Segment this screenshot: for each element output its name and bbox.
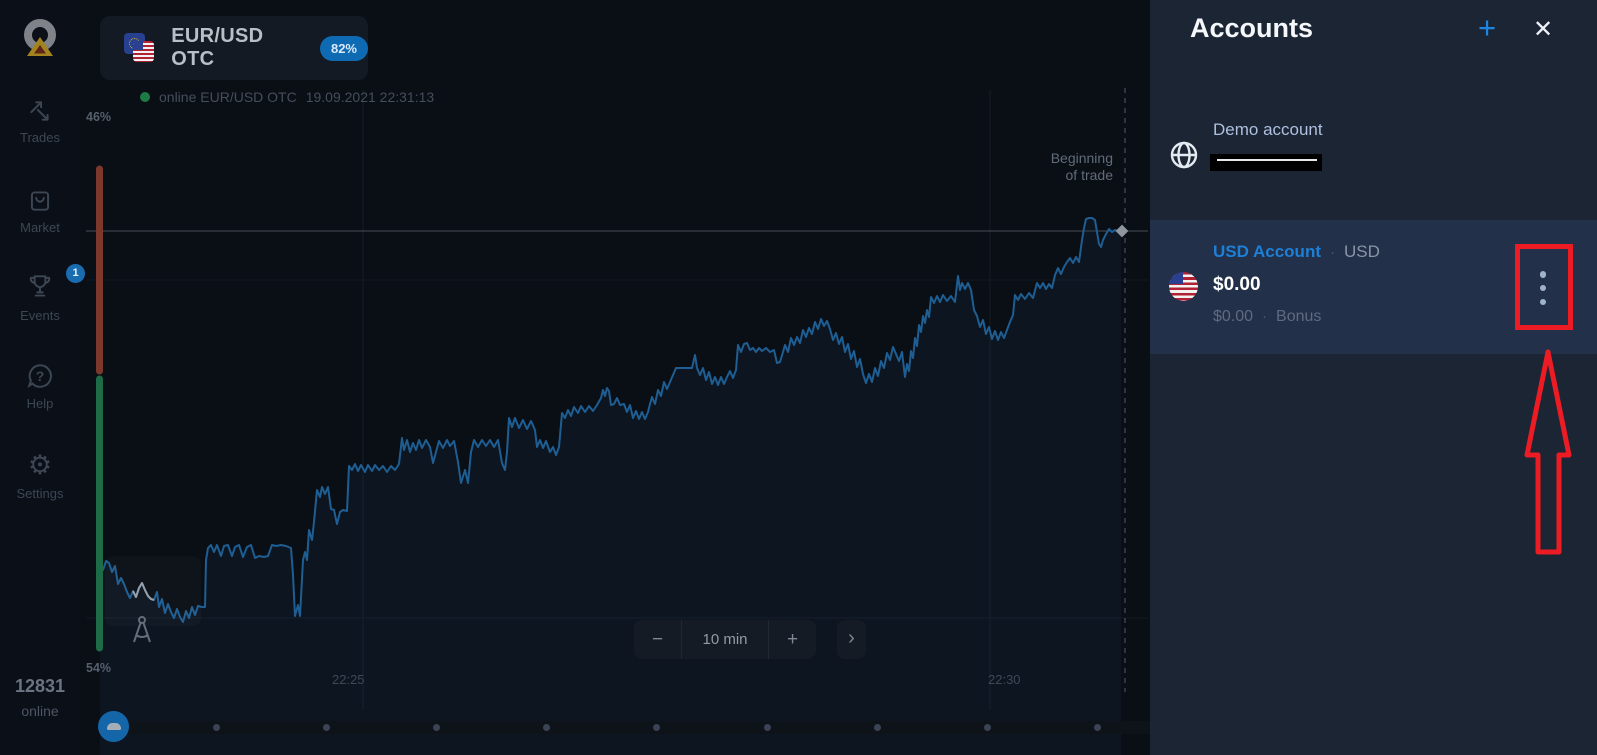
- globe-icon: [1170, 141, 1198, 169]
- events-trophy-icon: [29, 275, 51, 297]
- sidebar-item-events[interactable]: 1 Events: [0, 264, 85, 323]
- time-axis-label: 22:30: [988, 672, 1021, 687]
- online-users-count: 12831: [14, 676, 66, 696]
- account-row-usd-selected[interactable]: USD Account · USD $0.00 $0.00 · Bonus: [1150, 220, 1597, 354]
- price-diamond-marker: [1115, 224, 1129, 238]
- sidebar: Trades Market 1 Events: [0, 0, 85, 755]
- price-line-series: [99, 217, 1121, 623]
- payout-badge: 82%: [319, 35, 368, 61]
- timeline-scrubber[interactable]: [130, 721, 1230, 734]
- svg-text:?: ?: [36, 368, 45, 384]
- us-flag-icon: [133, 41, 154, 62]
- time-axis-label: 22:25: [332, 672, 365, 687]
- sidebar-item-settings[interactable]: ⚙ Settings: [0, 450, 80, 501]
- sentiment-down-label: 54%: [86, 661, 112, 675]
- add-account-button[interactable]: +: [1478, 10, 1497, 45]
- sidebar-item-help[interactable]: ? Help: [0, 362, 80, 411]
- online-dot-icon: [140, 92, 150, 102]
- drawing-tools-button[interactable]: [127, 612, 157, 650]
- interval-control: − 10 min +: [634, 620, 816, 659]
- interval-value[interactable]: 10 min: [681, 620, 769, 659]
- account-menu-kebab-button[interactable]: [1533, 271, 1553, 305]
- kebab-dot: [1539, 284, 1547, 292]
- usd-account-header: USD Account · USD: [1213, 242, 1380, 261]
- app-logo[interactable]: [19, 17, 61, 59]
- settings-gear-icon: ⚙: [27, 450, 53, 480]
- kebab-dot: [1539, 298, 1547, 305]
- kebab-dot: [1539, 271, 1547, 278]
- currency-pair-flags-icon: [124, 33, 156, 63]
- connection-status: online EUR/USD OTC 19.09.2021 22:31:13: [140, 89, 434, 105]
- balance-strikethrough: [1217, 159, 1317, 161]
- account-row-demo[interactable]: Demo account Đ10,000.00: [1150, 100, 1597, 210]
- pocket-option-logo-icon: [24, 19, 56, 56]
- close-panel-button[interactable]: ✕: [1533, 16, 1554, 43]
- balance-redaction-bar: [1210, 154, 1322, 171]
- usd-account-name: USD Account: [1213, 242, 1321, 261]
- trades-arrows-icon: [30, 101, 49, 121]
- sidebar-item-trades[interactable]: Trades: [0, 98, 80, 145]
- interval-increase-button[interactable]: +: [786, 629, 799, 650]
- status-timestamp: 19.09.2021 22:31:13: [305, 89, 435, 105]
- scroll-to-now-button[interactable]: ›: [837, 620, 866, 659]
- events-count-badge: 1: [66, 264, 85, 283]
- status-text: online EUR/USD OTC: [159, 89, 297, 105]
- compass-icon: [133, 616, 151, 643]
- online-users-label: online: [21, 703, 59, 719]
- timeline-dots: [213, 724, 1211, 731]
- usd-account-balance: $0.00: [1213, 274, 1261, 295]
- sentiment-up-label: 46%: [86, 110, 112, 124]
- usd-flag-icon: [1169, 272, 1198, 301]
- accounts-panel: Accounts + ✕ Demo account Đ10,000.00 USD…: [1150, 0, 1597, 755]
- help-question-icon: ?: [27, 364, 52, 389]
- asset-name: EUR/USD OTC: [171, 25, 264, 70]
- sidebar-item-market[interactable]: Market: [0, 186, 80, 235]
- demo-account-balance: Đ10,000.00: [1210, 152, 1322, 178]
- chart-area[interactable]: EUR/USD OTC 82% online EUR/USD OTC 19.09…: [80, 0, 1230, 755]
- panel-title: Accounts: [1190, 13, 1314, 43]
- beginning-of-trade-label: Beginning of trade: [1050, 150, 1113, 183]
- support-chat-button[interactable]: [98, 711, 129, 742]
- market-bag-icon: [30, 191, 50, 211]
- usd-account-bonus: $0.00 · Bonus: [1213, 308, 1322, 325]
- interval-decrease-button[interactable]: −: [651, 629, 664, 650]
- price-area-fill: [100, 218, 1121, 755]
- asset-selector[interactable]: EUR/USD OTC 82%: [100, 16, 368, 80]
- usd-account-currency: USD: [1344, 242, 1380, 261]
- demo-account-name: Demo account: [1213, 120, 1323, 139]
